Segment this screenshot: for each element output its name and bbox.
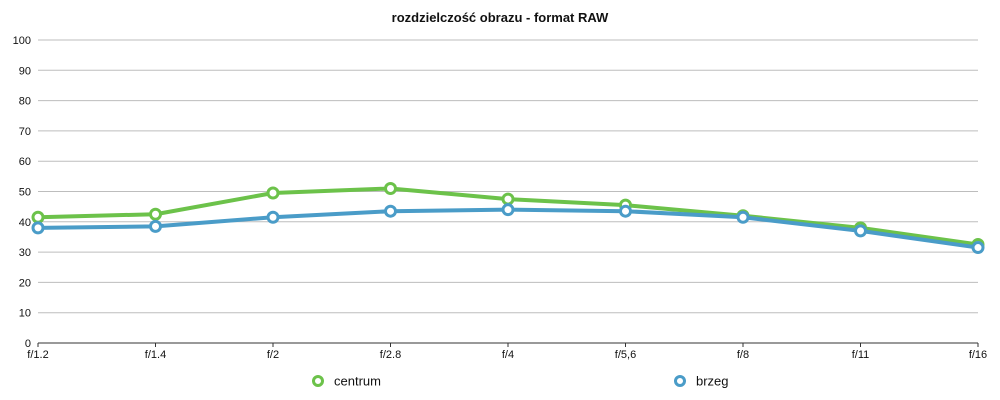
legend-marker (312, 375, 324, 387)
series-lines (31, 181, 985, 255)
series-brzeg (31, 203, 985, 255)
data-point (736, 210, 750, 224)
data-point (149, 207, 162, 221)
x-tick-label: f/1.4 (145, 349, 166, 361)
legend-label: brzeg (696, 374, 729, 389)
y-tick-label: 20 (19, 277, 31, 289)
y-tick-label: 10 (19, 308, 31, 320)
y-tick-label: 100 (13, 35, 31, 47)
x-tick-label: f/2 (267, 349, 279, 361)
x-tick-label: f/1.2 (27, 349, 48, 361)
data-point (31, 210, 45, 224)
x-tick-label: f/4 (502, 349, 514, 361)
axes: 0 10 20 30 40 50 60 70 80 90 100 f/1.2 f/1.4 f/2 f/2.8… (13, 35, 988, 361)
x-tick-label: f/5,6 (615, 349, 636, 361)
data-point (266, 186, 280, 200)
y-tick-label: 90 (19, 65, 31, 77)
series-centrum (31, 181, 985, 252)
legend-marker (674, 375, 686, 387)
data-point (266, 210, 280, 224)
y-tick-label: 60 (19, 156, 31, 168)
y-tick-label: 0 (25, 338, 31, 350)
data-point (149, 219, 162, 233)
y-tick-label: 70 (19, 126, 31, 138)
x-tick-label: f/11 (852, 349, 870, 361)
gridlines (38, 39, 978, 314)
legend: centrum brzeg (312, 374, 729, 389)
x-tick-label: f/8 (737, 349, 749, 361)
data-point (619, 204, 632, 218)
data-point (384, 181, 397, 195)
data-point (501, 192, 515, 206)
y-tick-label: 50 (19, 187, 31, 199)
y-tick-label: 30 (19, 247, 31, 259)
legend-item-centrum: centrum (312, 374, 381, 389)
data-point (854, 224, 867, 238)
data-point (971, 241, 985, 255)
y-tick-label: 40 (19, 217, 31, 229)
x-tick-label: f/2.8 (380, 349, 401, 361)
data-point (384, 204, 397, 218)
data-point (31, 221, 45, 235)
legend-item-brzeg: brzeg (674, 374, 729, 389)
data-point (501, 203, 515, 217)
y-tick-label: 80 (19, 96, 31, 108)
chart-title: rozdzielczość obrazu - format RAW (392, 10, 609, 25)
x-tick-label: f/16 (969, 349, 987, 361)
legend-label: centrum (334, 374, 381, 389)
